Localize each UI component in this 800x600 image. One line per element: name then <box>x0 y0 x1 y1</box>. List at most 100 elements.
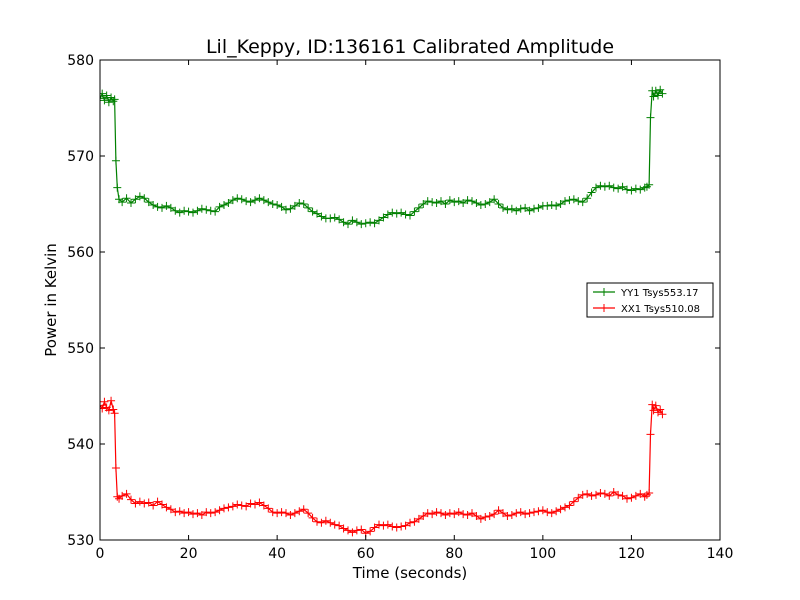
data-point-marker <box>100 96 109 105</box>
data-point-marker <box>251 196 259 205</box>
axes-layer: 0 20 40 60 80 100 120 140 530 540 550 560 570 580 <box>67 53 733 562</box>
data-point-marker <box>618 491 627 500</box>
data-point-marker <box>414 203 423 212</box>
y-tick-label: 580 <box>67 53 94 69</box>
data-point-marker <box>569 195 578 204</box>
legend-label: XX1 Tsys510.08 <box>621 304 700 315</box>
data-point-marker <box>313 517 321 526</box>
data-point-marker <box>144 498 153 507</box>
data-point-marker <box>189 208 197 217</box>
data-point-marker <box>127 495 135 504</box>
data-point-marker <box>153 497 162 506</box>
data-point-marker <box>645 180 654 189</box>
data-point-marker <box>111 156 120 165</box>
data-point-marker <box>144 198 153 207</box>
data-point-marker <box>383 520 392 529</box>
data-point-marker <box>197 204 206 213</box>
data-point-marker <box>596 181 605 190</box>
data-point-marker <box>113 183 122 192</box>
y-tick-label: 540 <box>67 437 94 453</box>
data-point-marker <box>397 522 406 531</box>
data-point-marker <box>352 526 361 535</box>
data-point-marker <box>104 406 113 415</box>
data-point-marker <box>135 497 144 506</box>
data-point-marker <box>149 200 158 209</box>
data-point-marker <box>375 520 383 529</box>
data-point-marker <box>574 493 583 502</box>
data-point-marker <box>361 219 370 228</box>
data-point-marker <box>445 509 454 518</box>
data-point-marker <box>552 507 561 516</box>
data-point-marker <box>507 511 516 520</box>
data-point-marker <box>485 512 494 520</box>
data-point-marker <box>530 204 538 213</box>
data-point-marker <box>184 508 193 517</box>
data-point-marker <box>211 508 220 517</box>
data-point-marker <box>609 183 618 192</box>
data-point-marker <box>494 200 503 208</box>
data-point-marker <box>627 493 636 502</box>
data-point-marker <box>574 197 583 206</box>
data-point-marker <box>277 508 286 517</box>
data-point-marker <box>370 219 379 228</box>
data-point-marker <box>202 205 211 214</box>
y-tick-label: 570 <box>67 149 94 165</box>
data-point-marker <box>242 197 251 206</box>
legend-marker <box>600 304 608 312</box>
data-point-marker <box>113 492 122 501</box>
data-point-marker <box>645 488 654 497</box>
data-point-marker <box>277 202 286 211</box>
data-point-marker <box>366 527 375 536</box>
data-point-marker <box>618 182 627 191</box>
data-point-marker <box>158 203 166 212</box>
data-point-marker <box>100 404 107 413</box>
data-point-marker <box>211 207 220 216</box>
data-point-marker <box>135 192 144 201</box>
data-point-marker <box>441 200 450 208</box>
data-point-marker <box>100 397 109 406</box>
data-point-marker <box>107 396 116 405</box>
data-point-marker <box>503 205 512 214</box>
x-tick-label: 120 <box>618 546 645 562</box>
data-point-marker <box>507 204 516 213</box>
data-point-marker <box>472 199 481 208</box>
data-point-marker <box>463 511 472 520</box>
data-point-marker <box>578 198 587 207</box>
data-point-marker <box>521 203 530 212</box>
data-point-marker <box>410 207 419 216</box>
series-1 <box>100 85 667 229</box>
data-point-marker <box>348 528 357 537</box>
data-point-marker <box>445 196 454 205</box>
data-point-marker <box>286 511 295 520</box>
legend: YY1 Tsys553.17 XX1 Tsys510.08 <box>586 282 714 318</box>
data-point-marker <box>193 206 202 215</box>
data-point-marker <box>220 200 228 209</box>
data-point-marker <box>149 501 158 510</box>
data-point-marker <box>304 203 313 212</box>
data-point-marker <box>202 508 211 517</box>
data-point-marker <box>592 490 600 499</box>
data-point-marker <box>197 511 206 520</box>
x-tick-label: 60 <box>357 546 375 562</box>
data-point-marker <box>383 210 392 219</box>
data-point-marker <box>583 194 592 203</box>
data-point-marker <box>366 218 375 227</box>
data-point-marker <box>122 194 131 203</box>
data-point-marker <box>109 405 118 414</box>
data-point-marker <box>339 218 348 227</box>
data-point-marker <box>397 208 406 217</box>
series-layer <box>100 85 667 538</box>
data-point-marker <box>175 507 184 516</box>
data-point-marker <box>158 500 166 509</box>
data-point-marker <box>388 522 397 531</box>
data-point-marker <box>339 524 348 533</box>
data-point-marker <box>290 201 299 210</box>
x-tick-label: 20 <box>180 546 198 562</box>
data-point-marker <box>552 201 561 210</box>
data-point-marker <box>450 510 459 519</box>
data-point-marker <box>516 508 525 517</box>
data-point-marker <box>290 509 299 518</box>
data-point-marker <box>166 203 175 212</box>
data-point-marker <box>503 512 512 520</box>
data-point-marker <box>251 500 259 509</box>
